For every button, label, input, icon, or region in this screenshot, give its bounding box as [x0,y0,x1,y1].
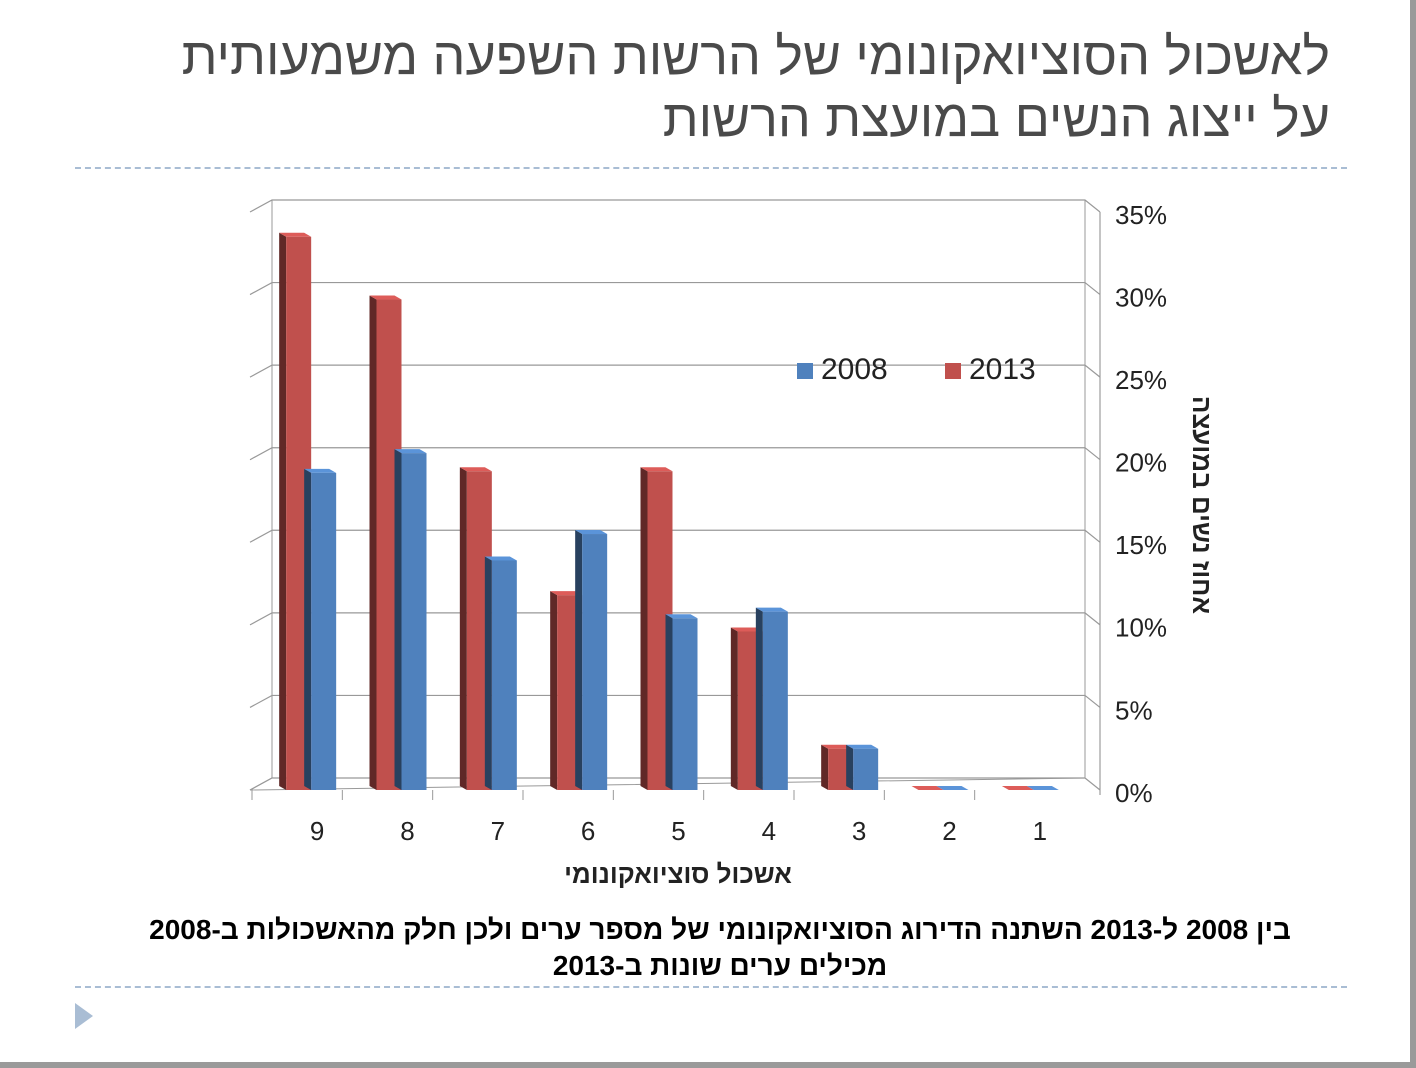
legend-label: 2008 [821,353,888,386]
divider [75,167,1347,169]
x-tick-label: 8 [400,816,414,846]
bar-top [730,627,763,632]
bar [762,611,788,790]
bar-top [665,614,698,619]
grid-line [249,529,1101,543]
bar-top [304,468,337,473]
y-tick-label: 15% [1115,530,1167,560]
slide-title: לאשכול הסוציואקונומי של הרשות השפעה משמע… [181,28,1330,148]
bar-side [730,627,738,790]
bar [853,748,879,790]
y-tick-label: 0% [1115,778,1153,808]
bar [401,453,427,790]
bar-side [459,467,467,790]
x-tick-label: 2 [942,816,956,846]
x-tick-label: 6 [581,816,595,846]
bar-side [279,232,287,790]
bar-side [755,607,763,790]
bar-side [304,468,312,790]
bar [582,534,608,790]
x-tick-label: 4 [762,816,776,846]
grid-line [249,447,1101,461]
bar-top [640,467,673,472]
bar-top [550,591,583,596]
grid-line [249,199,1101,213]
bar-side [575,530,583,790]
legend-swatch [797,363,813,379]
x-tick-label: 5 [671,816,685,846]
bar-top [1026,786,1059,790]
legend-label: 2013 [969,353,1036,386]
y-tick-label: 25% [1115,365,1167,395]
y-tick-label: 35% [1115,200,1167,230]
bar-side [484,556,492,790]
bar [672,618,698,790]
bar-side [550,591,558,790]
bar [491,560,517,790]
bar-top [394,449,427,454]
grid-line [249,612,1101,626]
bar-top [484,556,517,561]
bar-side [846,744,854,790]
bar-top [1001,786,1034,790]
bar-side [369,295,377,790]
footnote: בין 2008 ל-2013 השתנה הדירוג הסוציואקונו… [149,914,1291,981]
legend-swatch [945,363,961,379]
x-tick-label: 9 [310,816,324,846]
bar-top [575,530,608,535]
y-tick-label: 5% [1115,695,1153,725]
x-tick-label: 1 [1033,816,1047,846]
bar-top [846,744,879,749]
x-axis-title: אשכול סוציואקונומי [564,859,792,889]
bullet [75,1003,93,1029]
bar-top [936,786,969,790]
y-tick-label: 10% [1115,613,1167,643]
grid-line [249,281,1101,296]
y-tick-label: 20% [1115,448,1167,478]
x-tick-label: 3 [852,816,866,846]
bar-side [821,744,829,790]
y-axis-title: אחוז נשים במועצה [1187,396,1217,615]
y-tick-label: 30% [1115,282,1167,312]
bar-top [369,295,402,300]
bar [311,472,337,790]
grid-line [249,364,1101,378]
bar-top [755,607,788,612]
bar-side [665,614,673,790]
bar-top [821,744,854,749]
bar-top [459,467,492,472]
bar-side [640,467,648,790]
bar-side [394,449,402,790]
divider [75,986,1347,988]
bar-top [911,786,944,790]
bar-top [279,232,312,237]
x-tick-label: 7 [491,816,505,846]
